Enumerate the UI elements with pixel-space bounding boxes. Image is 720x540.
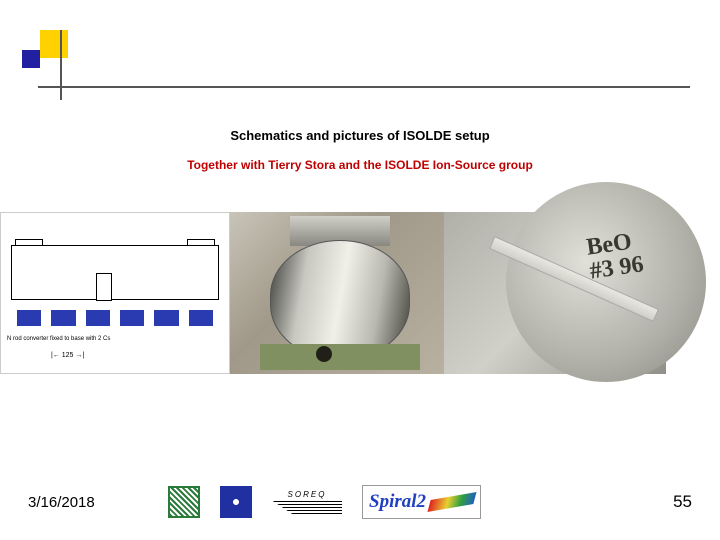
soreq-logo: SOREQ bbox=[272, 485, 342, 519]
slide-footer: 3/16/2018 SOREQ Spiral2 55 bbox=[28, 482, 692, 522]
logo-blue-square bbox=[22, 50, 40, 68]
spiral2-logo: Spiral2 bbox=[362, 485, 481, 519]
photo-sample-label: BeO #3 96 bbox=[444, 212, 666, 374]
institution-logo-1 bbox=[168, 485, 200, 519]
handwritten-label: BeO #3 96 bbox=[585, 228, 645, 283]
image-strip: N rod converter fixed to base with 2 Cs … bbox=[0, 212, 666, 374]
page-number: 55 bbox=[673, 492, 692, 512]
institution-logo-2 bbox=[220, 485, 252, 519]
schematic-panel: N rod converter fixed to base with 2 Cs … bbox=[0, 212, 230, 374]
schematic-caption: N rod converter fixed to base with 2 Cs bbox=[7, 336, 110, 343]
photo-vessel bbox=[230, 212, 444, 374]
logo-yellow-square bbox=[40, 30, 68, 58]
spiral2-label: Spiral2 bbox=[369, 491, 426, 513]
slide-title: Schematics and pictures of ISOLDE setup bbox=[0, 128, 720, 143]
schematic-dimension: |← 125 →| bbox=[51, 352, 84, 359]
header-horizontal-rule bbox=[38, 86, 690, 88]
footer-logos: SOREQ Spiral2 bbox=[168, 485, 481, 519]
soreq-label: SOREQ bbox=[288, 490, 327, 499]
slide-subtitle: Together with Tierry Stora and the ISOLD… bbox=[0, 158, 720, 172]
header-vertical-rule bbox=[60, 30, 62, 100]
slide-corner-logo bbox=[22, 30, 72, 70]
footer-date: 3/16/2018 bbox=[28, 494, 95, 511]
